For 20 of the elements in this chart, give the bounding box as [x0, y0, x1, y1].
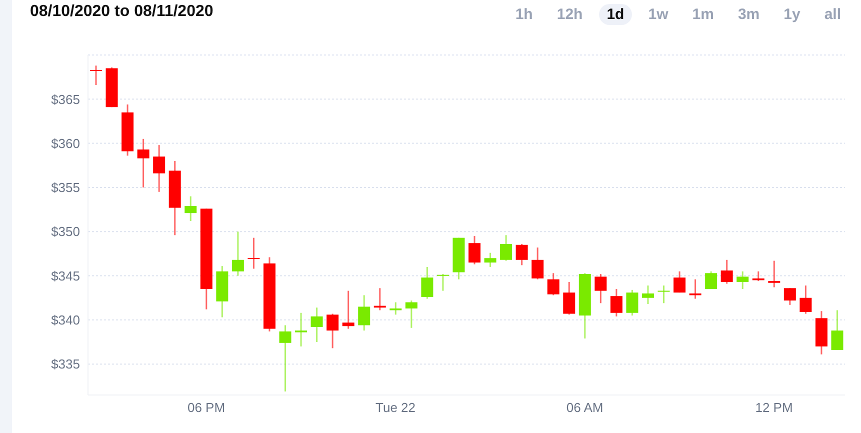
- x-tick-label: 12 PM: [755, 400, 793, 416]
- text: 1d: [598, 4, 632, 25]
- y-tick-label: $335: [51, 356, 80, 372]
- y-tick-label: $365: [51, 92, 80, 107]
- text: 1y: [782, 5, 802, 25]
- text: all: [823, 5, 842, 25]
- text: 1w: [647, 5, 670, 25]
- text: 3m: [736, 5, 761, 25]
- x-tick-label: 06 PM: [187, 400, 226, 416]
- x-tick-label: 06 AM: [566, 400, 604, 416]
- y-tick-label: $360: [51, 136, 80, 151]
- y-tick-label: $345: [51, 268, 80, 284]
- x-tick-label: Tue 22: [376, 400, 416, 416]
- y-tick-label: $340: [51, 312, 80, 328]
- y-tick-label: $350: [51, 224, 80, 240]
- text: 1h: [514, 5, 534, 25]
- text: 1m: [691, 5, 715, 25]
- y-tick-label: $355: [51, 180, 80, 196]
- chart-title: 08/10/2020 to 08/11/2020: [30, 3, 214, 21]
- text: 12h: [556, 5, 584, 25]
